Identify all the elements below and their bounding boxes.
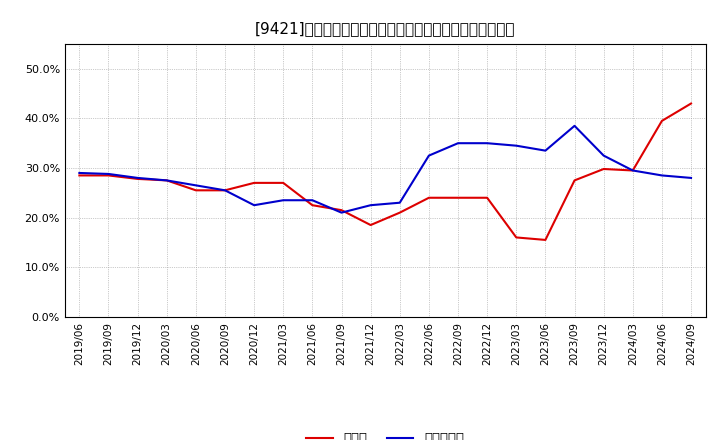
有利子負債	[425, 153, 433, 158]
Line: 有利子負債: 有利子負債	[79, 126, 691, 213]
現須金	[599, 166, 608, 172]
有利子負債	[192, 183, 200, 188]
Title: [9421]　現須金、有利子負債の総資産に対する比率の推移: [9421] 現須金、有利子負債の総資産に対する比率の推移	[255, 21, 516, 36]
有利子負債	[250, 202, 258, 208]
現須金	[657, 118, 666, 124]
現須金	[570, 178, 579, 183]
有利子負債	[541, 148, 550, 153]
有利子負債	[570, 123, 579, 128]
現須金	[395, 210, 404, 215]
有利子負債	[104, 171, 113, 176]
有利子負債	[279, 198, 287, 203]
Line: 現須金: 現須金	[79, 103, 691, 240]
有利子負債	[220, 188, 229, 193]
有利子負債	[308, 198, 317, 203]
有利子負債	[337, 210, 346, 215]
有利子負債	[454, 140, 462, 146]
有利子負債	[75, 170, 84, 176]
現須金	[512, 235, 521, 240]
有利子負債	[133, 175, 142, 180]
有利子負債	[395, 200, 404, 205]
現須金	[192, 188, 200, 193]
現須金	[279, 180, 287, 186]
現須金	[337, 208, 346, 213]
有利子負債	[512, 143, 521, 148]
有利子負債	[687, 175, 696, 180]
現須金	[366, 222, 375, 227]
現須金	[541, 237, 550, 242]
現須金	[308, 202, 317, 208]
現須金	[75, 173, 84, 178]
現須金	[250, 180, 258, 186]
有利子負債	[599, 153, 608, 158]
有利子負債	[163, 178, 171, 183]
現須金	[104, 173, 113, 178]
現須金	[425, 195, 433, 200]
現須金	[483, 195, 492, 200]
現須金	[133, 176, 142, 182]
有利子負債	[657, 173, 666, 178]
有利子負債	[366, 202, 375, 208]
現須金	[220, 188, 229, 193]
現須金	[163, 178, 171, 183]
現須金	[454, 195, 462, 200]
有利子負債	[483, 140, 492, 146]
現須金	[687, 101, 696, 106]
現須金	[629, 168, 637, 173]
有利子負債	[629, 168, 637, 173]
Legend: 現須金, 有利子負債: 現須金, 有利子負債	[301, 427, 469, 440]
